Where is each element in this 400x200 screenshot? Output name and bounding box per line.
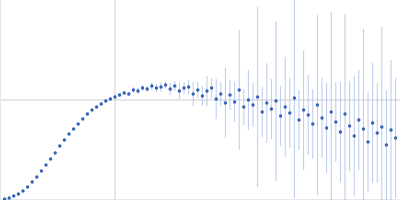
point	[224, 101, 227, 104]
point	[141, 86, 144, 89]
point	[357, 118, 360, 121]
point	[150, 84, 153, 87]
point	[164, 83, 167, 86]
point	[196, 88, 199, 91]
point	[343, 112, 346, 115]
point	[316, 103, 319, 106]
point	[95, 105, 98, 108]
point	[311, 122, 314, 125]
point	[86, 112, 89, 115]
x-axis-line	[0, 199, 400, 200]
point	[251, 103, 254, 106]
point	[288, 111, 291, 114]
point	[242, 105, 245, 108]
point	[173, 84, 176, 87]
error-bar	[363, 29, 364, 200]
point	[284, 105, 287, 108]
error-bar	[331, 12, 332, 200]
point	[385, 143, 388, 146]
point	[3, 197, 6, 200]
point	[362, 127, 365, 130]
point	[104, 99, 107, 102]
point	[40, 169, 43, 172]
point	[49, 157, 52, 160]
point	[12, 194, 15, 197]
point	[353, 134, 356, 137]
point	[247, 98, 250, 101]
point	[366, 140, 369, 143]
point	[201, 94, 204, 97]
point	[44, 163, 47, 166]
plot-area	[3, 0, 397, 200]
point	[77, 122, 80, 125]
point	[187, 85, 190, 88]
point	[348, 124, 351, 127]
point	[17, 192, 20, 195]
point	[265, 101, 268, 104]
point	[302, 108, 305, 111]
error-bar	[381, 27, 382, 200]
point	[210, 86, 213, 89]
point	[270, 107, 273, 110]
y-grid-line	[0, 100, 400, 101]
point	[67, 132, 70, 135]
point	[256, 95, 259, 98]
point	[228, 93, 231, 96]
point	[219, 92, 222, 95]
point	[136, 89, 139, 92]
point	[31, 180, 34, 183]
point	[155, 86, 158, 89]
point	[63, 138, 66, 141]
point	[54, 151, 57, 154]
point	[178, 89, 181, 92]
point	[118, 93, 121, 96]
point	[371, 121, 374, 124]
point	[325, 126, 328, 129]
point	[238, 88, 241, 91]
points	[3, 83, 397, 200]
point	[274, 99, 277, 102]
point	[215, 97, 218, 100]
point	[330, 110, 333, 113]
error-bar	[345, 14, 346, 200]
point	[123, 91, 126, 94]
point	[159, 85, 162, 88]
point	[293, 96, 296, 99]
point	[192, 92, 195, 95]
point	[394, 136, 397, 139]
point	[127, 92, 130, 95]
point	[90, 108, 93, 111]
point	[26, 185, 29, 188]
point	[100, 102, 103, 105]
point	[233, 100, 236, 103]
point	[35, 175, 38, 178]
point	[146, 87, 149, 90]
point	[320, 116, 323, 119]
point	[58, 144, 61, 147]
point	[297, 118, 300, 121]
point	[389, 128, 392, 131]
point	[279, 114, 282, 117]
chart	[0, 0, 400, 200]
point	[307, 113, 310, 116]
point	[132, 88, 135, 91]
point	[72, 127, 75, 130]
point	[8, 196, 11, 199]
error-bars	[5, 0, 396, 200]
point	[339, 130, 342, 133]
point	[21, 189, 24, 192]
point	[380, 125, 383, 128]
point	[261, 110, 264, 113]
point	[334, 120, 337, 123]
y-axis-line	[0, 0, 1, 200]
point	[169, 87, 172, 90]
point	[81, 117, 84, 120]
point	[205, 89, 208, 92]
point	[109, 97, 112, 100]
point	[376, 131, 379, 134]
point	[113, 95, 116, 98]
point	[182, 86, 185, 89]
